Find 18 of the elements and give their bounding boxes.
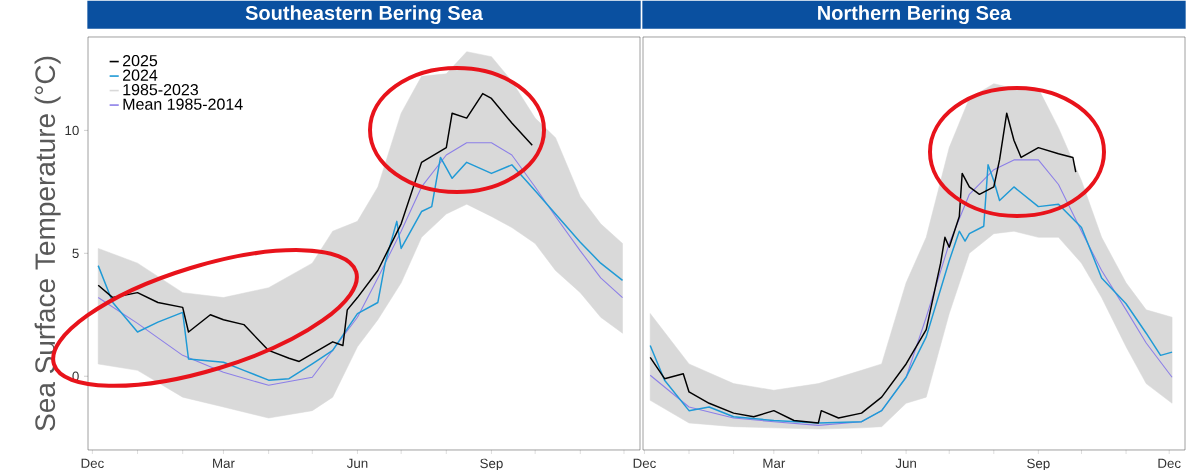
x-tick-label: Sep — [480, 458, 503, 470]
legend-label: 1985-2023 — [123, 83, 199, 96]
legend-label: 2024 — [123, 69, 158, 81]
y-axis-title: Sea Surface Temperature (°C) — [34, 56, 61, 431]
y-tick-label: 10 — [65, 125, 79, 136]
x-tick-label: Jun — [346, 458, 368, 468]
legend-label: 2025 — [123, 54, 158, 67]
x-tick-label: Dec — [81, 458, 104, 468]
x-tick-label: Mar — [763, 458, 786, 468]
y-tick-label: 5 — [72, 248, 79, 258]
x-tick-label: Sep — [1027, 458, 1050, 470]
x-tick-label: Mar — [213, 458, 235, 468]
x-tick-label: Dec — [1158, 458, 1181, 468]
chart-title: Southeastern Bering Sea — [245, 5, 484, 25]
chart-title: Northern Bering Sea — [818, 5, 1012, 25]
x-tick-label: Jun — [895, 458, 916, 468]
x-tick-label: Dec — [633, 458, 656, 468]
legend-label: Mean 1985-2014 — [123, 98, 243, 110]
